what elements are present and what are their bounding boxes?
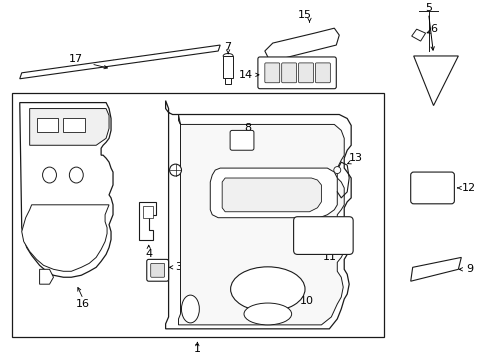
Text: 8: 8 (244, 123, 251, 134)
FancyBboxPatch shape (298, 63, 313, 83)
Text: 17: 17 (69, 54, 83, 64)
Text: 11: 11 (322, 252, 336, 262)
Ellipse shape (223, 54, 233, 58)
Ellipse shape (69, 167, 83, 183)
Polygon shape (139, 202, 155, 239)
Text: 1: 1 (193, 344, 201, 354)
Ellipse shape (169, 164, 181, 176)
Polygon shape (410, 257, 460, 281)
Bar (37, 118, 59, 132)
Ellipse shape (333, 167, 340, 174)
Bar (63, 118, 85, 132)
Text: 4: 4 (145, 249, 152, 260)
Polygon shape (178, 114, 344, 325)
Text: 10: 10 (299, 296, 313, 306)
Polygon shape (20, 45, 220, 79)
Polygon shape (210, 168, 337, 218)
Text: 2: 2 (200, 163, 207, 173)
Polygon shape (30, 109, 109, 145)
FancyBboxPatch shape (293, 217, 352, 255)
Text: 16: 16 (76, 299, 90, 309)
Polygon shape (21, 205, 109, 271)
Text: 3: 3 (175, 262, 182, 272)
Polygon shape (264, 28, 339, 61)
Polygon shape (413, 56, 457, 105)
Text: 9: 9 (466, 264, 472, 274)
FancyBboxPatch shape (150, 264, 164, 277)
FancyBboxPatch shape (410, 172, 453, 204)
Text: 5: 5 (424, 3, 431, 13)
Bar (223, 56, 233, 78)
Text: 13: 13 (348, 153, 363, 163)
Polygon shape (40, 269, 53, 284)
Ellipse shape (181, 295, 199, 323)
FancyBboxPatch shape (264, 63, 279, 83)
Ellipse shape (42, 167, 56, 183)
Ellipse shape (244, 303, 291, 325)
Polygon shape (411, 29, 425, 41)
FancyBboxPatch shape (281, 63, 296, 83)
Text: 6: 6 (429, 24, 436, 34)
Text: 12: 12 (461, 183, 475, 193)
Polygon shape (222, 178, 321, 212)
Bar (12, 93, 383, 337)
Text: 15: 15 (297, 10, 311, 20)
Polygon shape (20, 103, 113, 277)
Text: 7: 7 (224, 42, 231, 52)
Bar (224, 78, 231, 84)
Polygon shape (165, 100, 350, 329)
Ellipse shape (230, 267, 305, 311)
FancyBboxPatch shape (146, 260, 168, 281)
FancyBboxPatch shape (315, 63, 330, 83)
FancyBboxPatch shape (257, 57, 336, 89)
Bar (142, 206, 152, 218)
FancyBboxPatch shape (230, 130, 253, 150)
Text: 14: 14 (238, 70, 252, 80)
